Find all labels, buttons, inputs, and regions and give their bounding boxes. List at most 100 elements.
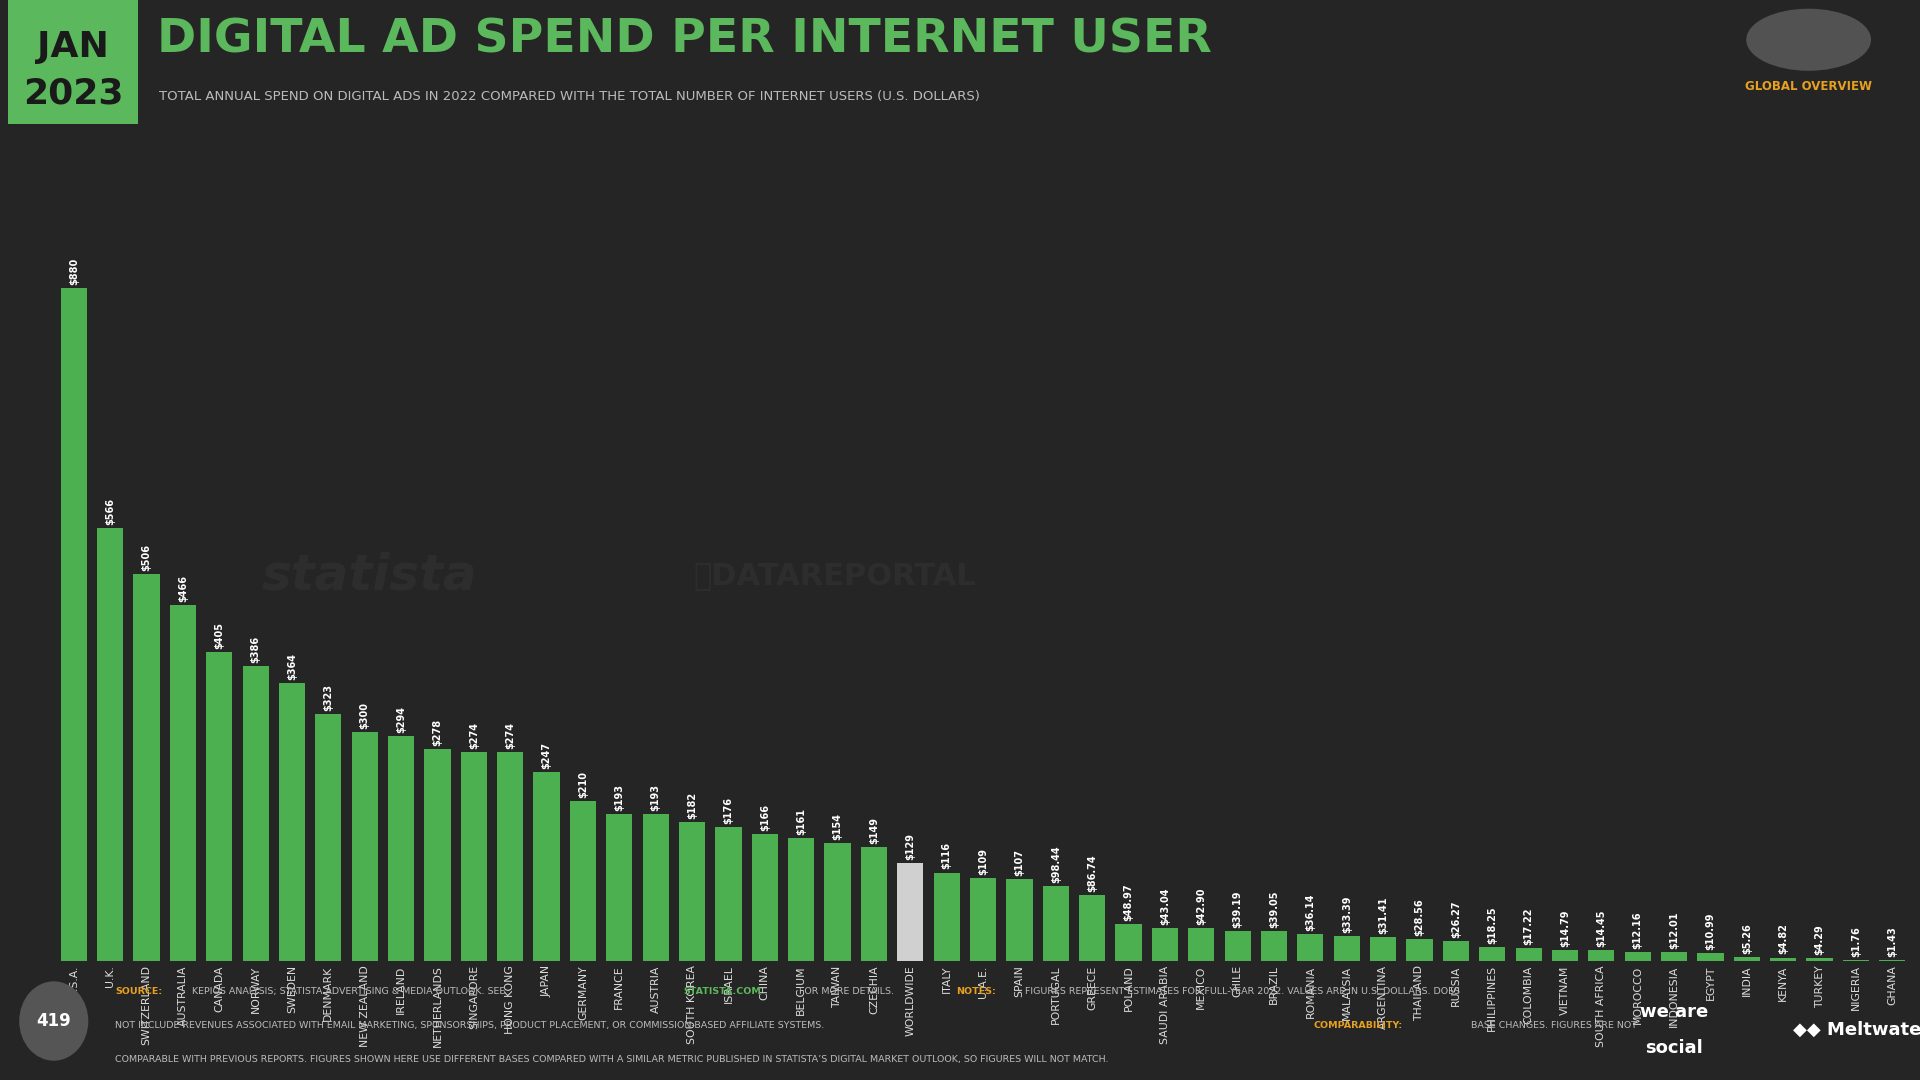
Bar xyxy=(315,714,342,961)
Bar xyxy=(643,813,668,961)
Text: $33.39: $33.39 xyxy=(1342,895,1352,933)
Bar xyxy=(1624,951,1651,961)
Text: $274: $274 xyxy=(468,721,478,748)
Text: $43.04: $43.04 xyxy=(1160,888,1169,926)
Text: SOURCE:: SOURCE: xyxy=(115,987,163,996)
Text: $18.25: $18.25 xyxy=(1488,906,1498,944)
Bar xyxy=(680,822,705,961)
Bar xyxy=(970,878,996,961)
Text: $10.99: $10.99 xyxy=(1705,913,1715,949)
Text: $129: $129 xyxy=(906,833,916,860)
Ellipse shape xyxy=(19,982,88,1061)
Bar xyxy=(98,528,123,961)
Text: $4.29: $4.29 xyxy=(1814,924,1824,955)
Text: statista: statista xyxy=(261,552,478,599)
Text: $193: $193 xyxy=(614,784,624,811)
Text: $12.01: $12.01 xyxy=(1668,912,1680,949)
Text: $210: $210 xyxy=(578,771,588,798)
Bar xyxy=(1298,933,1323,961)
Text: $880: $880 xyxy=(69,258,79,285)
Text: 2023: 2023 xyxy=(23,77,123,110)
Text: NOTES:: NOTES: xyxy=(956,987,996,996)
Bar xyxy=(205,651,232,961)
Bar xyxy=(1152,929,1179,961)
Bar xyxy=(461,752,488,961)
Ellipse shape xyxy=(1745,9,1870,71)
Text: BASE CHANGES. FIGURES ARE NOT: BASE CHANGES. FIGURES ARE NOT xyxy=(1471,1021,1636,1030)
Bar xyxy=(1043,886,1069,961)
Text: we are: we are xyxy=(1640,1003,1709,1021)
Text: COMPARABILITY:: COMPARABILITY: xyxy=(1313,1021,1402,1030)
Text: COMPARABLE WITH PREVIOUS REPORTS. FIGURES SHOWN HERE USE DIFFERENT BASES COMPARE: COMPARABLE WITH PREVIOUS REPORTS. FIGURE… xyxy=(115,1055,1108,1064)
Text: $98.44: $98.44 xyxy=(1050,846,1060,882)
Text: $274: $274 xyxy=(505,721,515,748)
Bar xyxy=(897,863,924,961)
Bar xyxy=(824,843,851,961)
Text: $566: $566 xyxy=(106,498,115,525)
Bar xyxy=(1588,950,1615,961)
Text: $12.16: $12.16 xyxy=(1632,912,1644,949)
Bar xyxy=(1442,941,1469,961)
Bar xyxy=(1807,958,1834,961)
Bar xyxy=(607,813,632,961)
Text: $466: $466 xyxy=(179,575,188,602)
Bar xyxy=(534,772,561,961)
Bar xyxy=(933,873,960,961)
Text: $86.74: $86.74 xyxy=(1087,854,1096,892)
Text: $39.19: $39.19 xyxy=(1233,891,1242,928)
Text: $116: $116 xyxy=(941,842,952,869)
Text: $1.43: $1.43 xyxy=(1887,927,1897,957)
Text: JAN: JAN xyxy=(36,30,109,64)
Text: $28.56: $28.56 xyxy=(1415,899,1425,936)
Bar xyxy=(1697,953,1724,961)
Text: $14.79: $14.79 xyxy=(1559,909,1571,947)
Text: GLOBAL OVERVIEW: GLOBAL OVERVIEW xyxy=(1745,80,1872,94)
Text: FIGURES REPRESENT ESTIMATES FOR FULL-YEAR 2022. VALUES ARE IN U.S. DOLLARS. DOES: FIGURES REPRESENT ESTIMATES FOR FULL-YEA… xyxy=(1025,987,1461,996)
Text: FOR MORE DETAILS.: FOR MORE DETAILS. xyxy=(799,987,893,996)
Text: $166: $166 xyxy=(760,805,770,832)
Text: KEPIOS ANALYSIS; STATISTA ADVERTISING & MEDIA OUTLOOK. SEE: KEPIOS ANALYSIS; STATISTA ADVERTISING & … xyxy=(192,987,505,996)
Bar xyxy=(1334,935,1359,961)
Bar xyxy=(716,826,741,961)
Bar xyxy=(497,752,524,961)
Text: $506: $506 xyxy=(142,544,152,571)
Text: $26.27: $26.27 xyxy=(1452,901,1461,939)
Text: $193: $193 xyxy=(651,784,660,811)
Text: 419: 419 xyxy=(36,1012,71,1030)
Bar xyxy=(1478,947,1505,961)
Text: $323: $323 xyxy=(323,685,334,712)
Bar xyxy=(351,732,378,961)
Text: $17.22: $17.22 xyxy=(1524,907,1534,945)
Text: ◆◆ Meltwater: ◆◆ Meltwater xyxy=(1793,1021,1920,1039)
Bar xyxy=(1225,931,1250,961)
Text: TOTAL ANNUAL SPEND ON DIGITAL ADS IN 2022 COMPARED WITH THE TOTAL NUMBER OF INTE: TOTAL ANNUAL SPEND ON DIGITAL ADS IN 202… xyxy=(159,91,981,104)
Bar xyxy=(278,683,305,961)
Text: $294: $294 xyxy=(396,706,407,733)
Text: STATISTA.COM: STATISTA.COM xyxy=(684,987,762,996)
Bar xyxy=(1188,929,1213,961)
Text: ⒹDATAREPORTAL: ⒹDATAREPORTAL xyxy=(693,561,975,590)
Text: $107: $107 xyxy=(1014,849,1025,876)
Bar xyxy=(1734,957,1761,961)
Bar xyxy=(1515,948,1542,961)
Bar xyxy=(169,605,196,961)
Bar xyxy=(1261,931,1286,961)
Bar xyxy=(132,575,159,961)
Text: $278: $278 xyxy=(432,718,442,745)
Bar xyxy=(1079,895,1106,961)
Bar xyxy=(1551,950,1578,961)
Text: $4.82: $4.82 xyxy=(1778,923,1788,955)
Bar xyxy=(1661,951,1688,961)
Bar xyxy=(1880,960,1905,961)
Bar xyxy=(1006,879,1033,961)
Text: $14.45: $14.45 xyxy=(1596,909,1607,947)
Text: $5.26: $5.26 xyxy=(1741,923,1751,954)
Text: DIGITAL AD SPEND PER INTERNET USER: DIGITAL AD SPEND PER INTERNET USER xyxy=(157,17,1212,63)
Text: $364: $364 xyxy=(286,652,298,679)
Text: $48.97: $48.97 xyxy=(1123,883,1133,921)
Bar xyxy=(242,666,269,961)
Text: $176: $176 xyxy=(724,797,733,824)
Bar xyxy=(8,0,138,124)
Bar xyxy=(753,834,778,961)
Text: $154: $154 xyxy=(833,813,843,840)
